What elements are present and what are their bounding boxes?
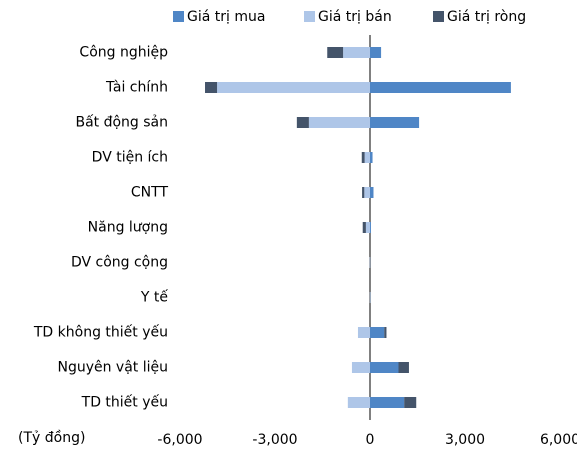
x-tick-label: 0 [366, 432, 375, 448]
y-tick-label: TD không thiết yếu [33, 324, 168, 341]
legend-swatch [433, 11, 444, 22]
bar [370, 47, 381, 58]
x-tick-label: 6,000 [540, 432, 577, 448]
bar [352, 362, 370, 373]
y-tick-label: CNTT [131, 185, 169, 201]
bar [348, 397, 370, 408]
y-tick-label: Bất động sản [75, 115, 168, 131]
bar [366, 222, 370, 233]
bar [364, 187, 370, 198]
bar [217, 82, 370, 93]
legend-label: Giá trị bán [318, 9, 392, 25]
bar [370, 222, 371, 233]
bar [384, 327, 386, 338]
bar [309, 117, 370, 128]
legend-swatch [173, 11, 184, 22]
legend-swatch [304, 11, 315, 22]
legend-label: Giá trị ròng [447, 9, 526, 25]
bar [358, 327, 370, 338]
y-tick-label: Nguyên vật liệu [57, 360, 168, 376]
bar [370, 397, 404, 408]
x-tick-label: -6,000 [157, 432, 202, 448]
y-tick-label: DV tiện ích [92, 150, 168, 166]
bar [362, 187, 364, 198]
bar [399, 362, 409, 373]
bar [370, 117, 419, 128]
bar [404, 397, 416, 408]
x-tick-label: -3,000 [252, 432, 297, 448]
y-tick-label: TD thiết yếu [81, 394, 168, 411]
x-axis-label: (Tỷ đồng) [18, 429, 85, 446]
y-tick-label: Y tế [140, 289, 168, 306]
bar [365, 152, 370, 163]
bar [363, 222, 366, 233]
bar [370, 327, 384, 338]
y-tick-label: Tài chính [105, 80, 168, 96]
bar [370, 187, 373, 198]
bar [370, 362, 399, 373]
y-tick-label: DV công cộng [71, 255, 168, 271]
bar [362, 152, 365, 163]
bar [327, 47, 343, 58]
bar [370, 152, 373, 163]
bar [370, 82, 511, 93]
bar [297, 117, 309, 128]
legend-label: Giá trị mua [187, 9, 265, 25]
y-tick-label: Công nghiệp [79, 45, 168, 61]
bar [343, 47, 370, 58]
bar [205, 82, 217, 93]
y-tick-label: Năng lượng [88, 220, 168, 236]
x-tick-label: 3,000 [445, 432, 485, 448]
